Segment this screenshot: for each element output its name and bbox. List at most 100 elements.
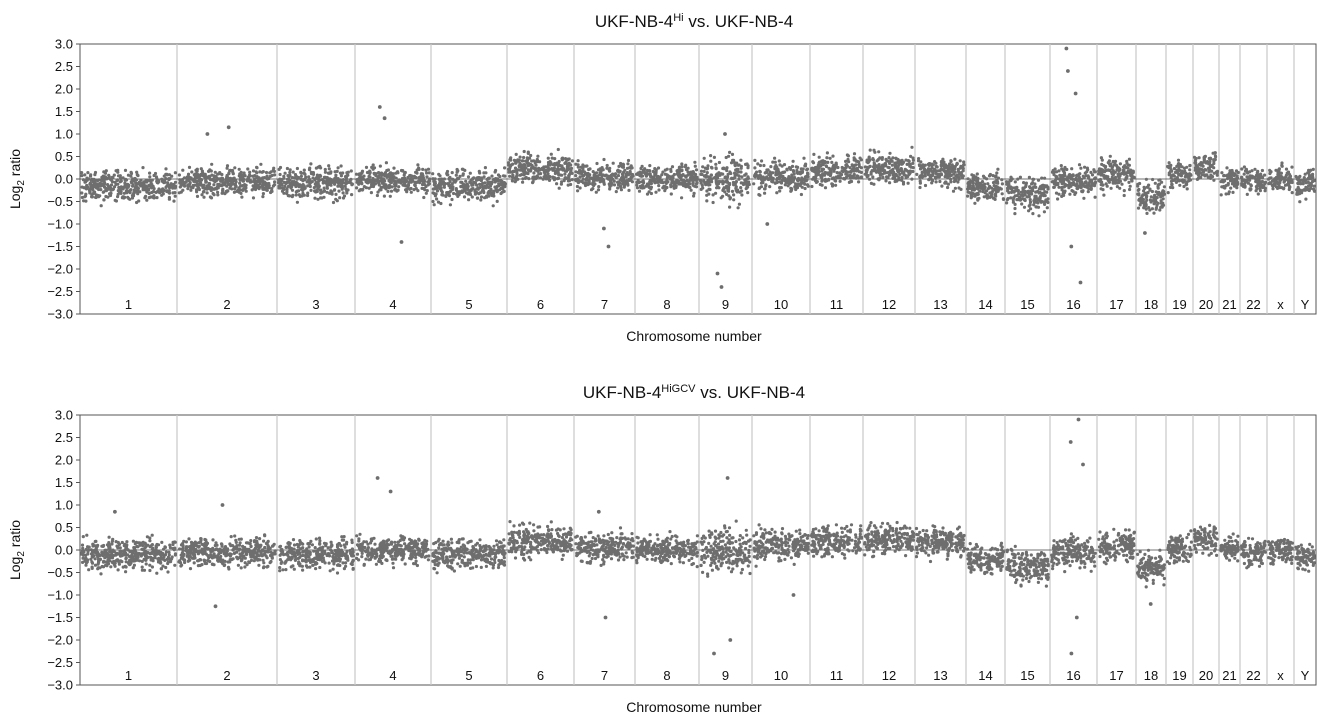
data-point xyxy=(330,190,334,194)
y-tick-label: 0.5 xyxy=(55,149,73,164)
data-point xyxy=(940,162,944,166)
data-point xyxy=(1197,156,1201,160)
data-point xyxy=(449,189,453,193)
data-point xyxy=(904,175,908,179)
data-point xyxy=(999,187,1003,191)
data-point xyxy=(360,169,365,173)
data-point xyxy=(813,170,817,174)
data-point xyxy=(337,189,341,193)
data-point xyxy=(285,181,289,185)
data-point xyxy=(926,173,930,177)
data-point xyxy=(1222,178,1226,182)
data-point xyxy=(494,188,498,192)
data-point xyxy=(1102,193,1106,197)
data-point xyxy=(210,186,214,190)
data-point xyxy=(333,177,337,181)
data-point xyxy=(1181,180,1185,184)
data-point xyxy=(885,175,889,179)
data-point xyxy=(1196,167,1200,172)
data-point xyxy=(464,179,468,183)
data-point xyxy=(182,176,187,180)
data-point xyxy=(859,158,864,162)
data-point xyxy=(1031,187,1035,191)
data-point xyxy=(669,167,673,171)
data-point xyxy=(105,177,109,181)
data-point xyxy=(256,185,260,189)
data-point xyxy=(130,196,135,200)
data-point xyxy=(971,181,975,185)
data-point xyxy=(107,535,111,539)
data-point xyxy=(654,190,658,194)
data-point xyxy=(420,172,424,176)
data-point xyxy=(104,563,108,567)
data-point xyxy=(455,176,460,181)
data-point xyxy=(1127,163,1131,167)
chart-panel-top: UKF-NB-4Hi vs. UKF-NB-4 3.02.52.01.51.00… xyxy=(7,12,1317,344)
data-point xyxy=(1273,183,1277,187)
data-point xyxy=(712,155,717,159)
data-point xyxy=(311,176,315,180)
data-point xyxy=(422,195,426,200)
data-point xyxy=(265,182,269,186)
data-point xyxy=(514,169,518,173)
data-point xyxy=(1274,175,1278,180)
data-point xyxy=(1034,185,1038,189)
data-point xyxy=(850,163,854,167)
data-point xyxy=(1036,178,1041,182)
data-point xyxy=(178,178,182,182)
data-point xyxy=(1309,168,1313,172)
data-point xyxy=(739,181,743,185)
data-point xyxy=(314,184,318,188)
chromosome-label: 11 xyxy=(830,297,844,312)
data-point xyxy=(626,158,631,163)
data-point xyxy=(447,176,451,180)
data-point xyxy=(463,187,467,191)
data-point xyxy=(742,182,747,186)
data-point xyxy=(128,191,132,195)
data-point xyxy=(225,189,229,193)
data-point xyxy=(139,178,143,182)
data-point xyxy=(1260,175,1265,180)
data-point xyxy=(346,173,350,177)
data-point xyxy=(1038,185,1042,189)
data-point xyxy=(213,186,218,191)
data-point xyxy=(1205,173,1209,177)
data-point xyxy=(227,172,231,176)
data-point xyxy=(543,165,548,169)
data-point xyxy=(819,163,823,167)
data-point xyxy=(753,158,757,162)
data-point xyxy=(1103,165,1107,170)
data-point xyxy=(1175,164,1179,168)
data-point xyxy=(611,161,615,165)
data-point xyxy=(1050,170,1055,174)
data-point xyxy=(399,179,403,183)
data-point xyxy=(291,181,295,185)
data-point xyxy=(121,176,125,180)
data-point xyxy=(621,174,625,178)
data-point xyxy=(1231,190,1235,194)
data-point xyxy=(1161,189,1165,193)
data-point xyxy=(147,191,151,196)
data-point xyxy=(560,164,564,168)
data-point xyxy=(992,184,996,188)
data-point xyxy=(883,162,888,166)
data-point xyxy=(261,192,265,196)
data-point xyxy=(468,191,472,195)
data-point xyxy=(282,180,286,184)
data-point xyxy=(309,162,313,166)
data-point xyxy=(92,191,96,195)
data-point xyxy=(538,176,543,180)
data-point xyxy=(386,173,390,177)
data-point xyxy=(670,165,675,169)
data-point xyxy=(677,181,681,185)
data-point xyxy=(569,182,573,187)
data-point xyxy=(1063,167,1067,171)
data-point xyxy=(798,182,803,186)
data-point xyxy=(981,188,985,193)
data-point xyxy=(299,171,303,175)
data-point xyxy=(92,180,96,184)
data-point xyxy=(908,162,912,166)
data-point xyxy=(280,189,285,193)
outlier-point xyxy=(1066,69,1070,73)
data-point xyxy=(290,188,295,192)
